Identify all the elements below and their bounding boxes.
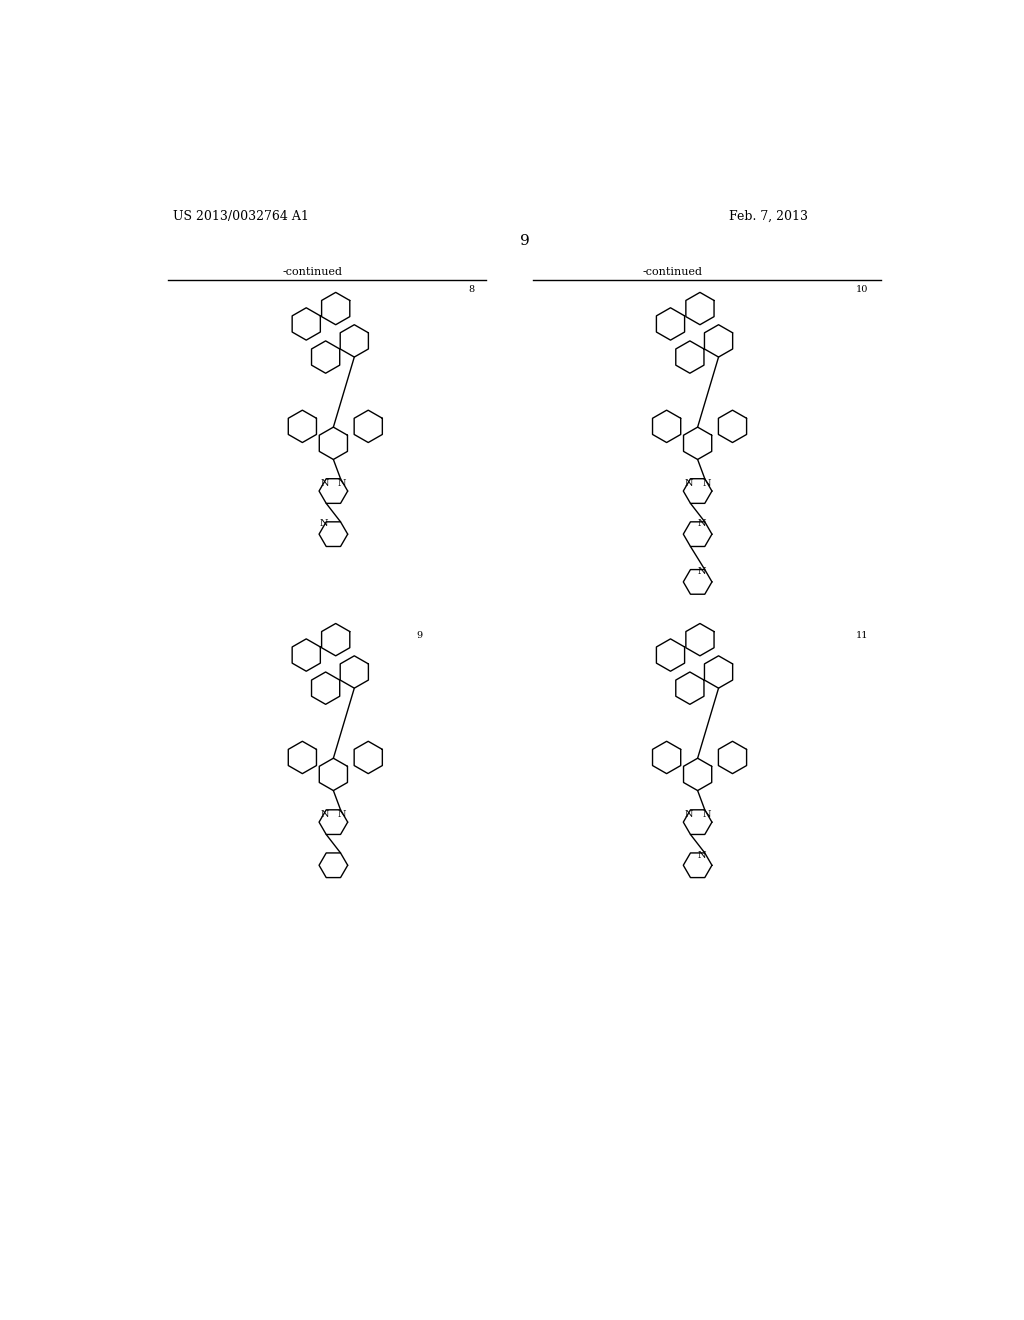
Text: N: N bbox=[685, 479, 693, 487]
Text: 8: 8 bbox=[468, 285, 474, 294]
Text: N: N bbox=[321, 479, 329, 487]
Text: N: N bbox=[697, 850, 707, 859]
Text: N: N bbox=[702, 479, 711, 487]
Text: N: N bbox=[338, 479, 346, 487]
Text: 10: 10 bbox=[856, 285, 868, 294]
Text: N: N bbox=[702, 809, 711, 818]
Text: 11: 11 bbox=[856, 631, 868, 640]
Text: 9: 9 bbox=[520, 234, 529, 248]
Text: -continued: -continued bbox=[643, 268, 702, 277]
Text: N: N bbox=[321, 809, 329, 818]
Text: N: N bbox=[697, 568, 707, 576]
Text: N: N bbox=[697, 519, 707, 528]
Text: US 2013/0032764 A1: US 2013/0032764 A1 bbox=[173, 210, 309, 223]
Text: N: N bbox=[685, 809, 693, 818]
Text: 9: 9 bbox=[417, 631, 423, 640]
Text: -continued: -continued bbox=[283, 268, 342, 277]
Text: N: N bbox=[319, 519, 328, 528]
Text: N: N bbox=[338, 809, 346, 818]
Text: Feb. 7, 2013: Feb. 7, 2013 bbox=[729, 210, 808, 223]
